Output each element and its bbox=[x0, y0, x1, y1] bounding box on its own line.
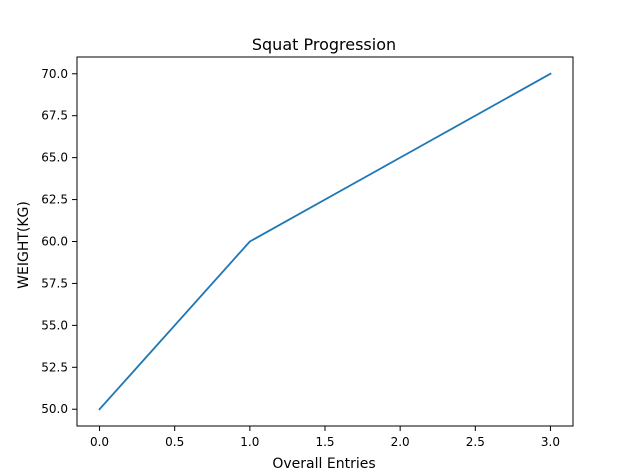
y-tick-label-0: 50.0 bbox=[41, 402, 68, 416]
series-layer bbox=[98, 72, 552, 411]
x-tick-label-6: 3.0 bbox=[541, 435, 560, 449]
plot-area: 0.0 0.5 1.0 1.5 2.0 2.5 3.0 50.0 52.5 55.0 57.5 60… bbox=[41, 56, 574, 449]
y-tick-label-8: 70.0 bbox=[41, 67, 68, 81]
x-tick-label-3: 1.5 bbox=[315, 435, 334, 449]
x-tick-label-0: 0.0 bbox=[90, 435, 109, 449]
x-axis-label: Overall Entries bbox=[272, 456, 375, 471]
y-tick-label-5: 62.5 bbox=[41, 193, 68, 207]
x-tick-label-5: 2.5 bbox=[466, 435, 485, 449]
series-line-0 bbox=[98, 72, 552, 411]
x-axis-ticks: 0.0 0.5 1.0 1.5 2.0 2.5 3.0 bbox=[90, 426, 560, 449]
y-tick-label-1: 52.5 bbox=[41, 360, 68, 374]
y-axis-ticks: 50.0 52.5 55.0 57.5 60.0 62.5 65.0 67.5 70.0 bbox=[41, 67, 77, 416]
y-tick-label-4: 60.0 bbox=[41, 235, 68, 249]
y-tick-label-3: 57.5 bbox=[41, 276, 68, 290]
y-axis-label: WEIGHT(KG) bbox=[16, 201, 32, 289]
x-tick-label-2: 1.0 bbox=[240, 435, 259, 449]
y-tick-label-6: 65.0 bbox=[41, 151, 68, 165]
x-tick-label-1: 0.5 bbox=[165, 435, 184, 449]
y-tick-label-7: 67.5 bbox=[41, 109, 68, 123]
chart-title: Squat Progression bbox=[252, 35, 396, 54]
y-tick-label-2: 55.0 bbox=[41, 318, 68, 332]
x-tick-label-4: 2.0 bbox=[391, 435, 410, 449]
